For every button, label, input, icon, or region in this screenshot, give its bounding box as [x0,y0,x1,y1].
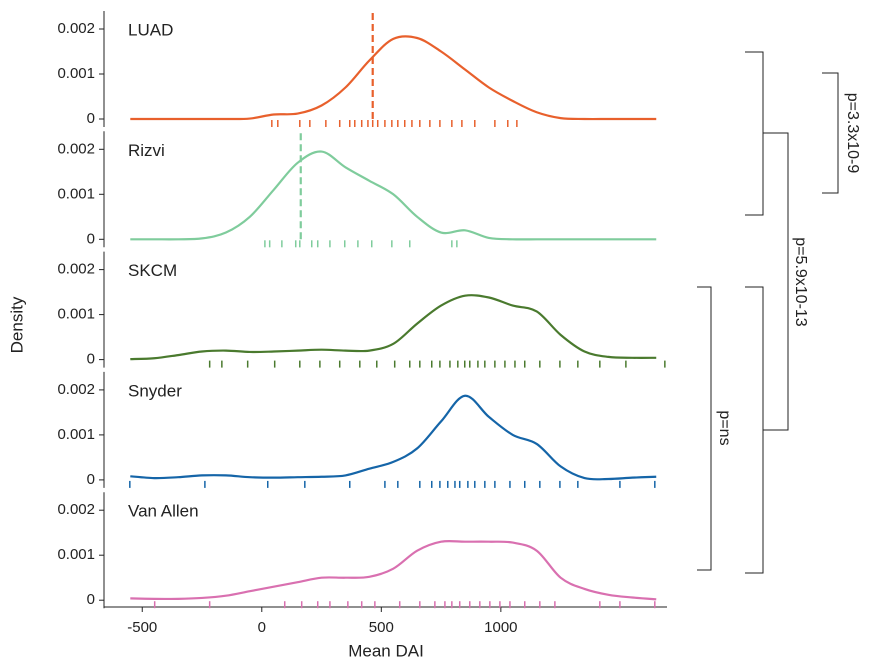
y-tick-label: 0 [87,591,95,608]
x-tick-label: 0 [258,619,266,636]
bracket [763,132,789,431]
y-tick-label: 0.001 [57,546,95,563]
y-tick-label: 0 [87,351,95,368]
panel-label: Snyder [128,381,182,400]
bracket [745,51,764,216]
panel-label: LUAD [128,20,173,39]
y-tick-label: 0 [87,110,95,127]
y-tick-label: 0.001 [57,426,95,443]
y-tick-label: 0.002 [57,140,95,157]
p-value-label: p=3.3x10-9 [844,93,861,174]
y-tick-label: 0.001 [57,65,95,82]
y-tick-label: 0.001 [57,185,95,202]
p-value-label: p=ns [716,410,733,445]
x-axis-label: Mean DAI [348,641,424,660]
y-tick-label: 0 [87,230,95,247]
bracket [822,72,839,194]
density-curve [130,394,657,481]
x-tick-label: 1000 [484,619,517,636]
bracket [745,286,764,574]
y-tick-label: 0.002 [57,381,95,398]
y-tick-label: 0.002 [57,261,95,278]
y-tick-label: 0.002 [57,501,95,518]
panel-label: Van Allen [128,502,199,521]
panel-label: SKCM [128,261,177,280]
y-tick-label: 0 [87,471,95,488]
x-tick-label: -500 [127,619,157,636]
p-value-label: p=5.9x10-13 [792,237,809,327]
x-tick-label: 500 [369,619,394,636]
bracket [697,286,712,571]
density-curve [130,35,657,121]
density-curve [130,539,657,601]
density-curve [130,294,657,361]
y-tick-label: 0.001 [57,306,95,323]
density-curve [130,150,657,241]
y-axis-label: Density [7,296,26,353]
panel-label: Rizvi [128,141,165,160]
y-tick-label: 0.002 [57,20,95,37]
